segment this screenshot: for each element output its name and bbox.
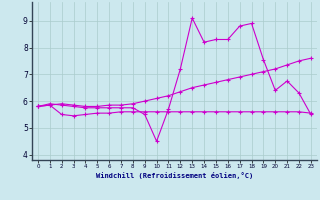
X-axis label: Windchill (Refroidissement éolien,°C): Windchill (Refroidissement éolien,°C) [96, 172, 253, 179]
